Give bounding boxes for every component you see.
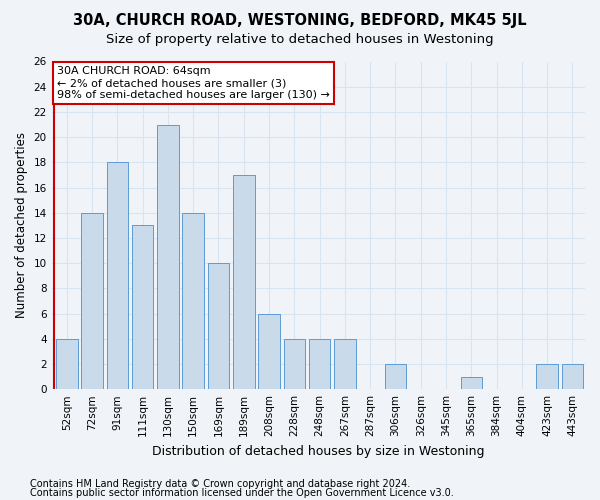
Text: 30A CHURCH ROAD: 64sqm
← 2% of detached houses are smaller (3)
98% of semi-detac: 30A CHURCH ROAD: 64sqm ← 2% of detached … [57,66,330,100]
Bar [82,212,103,389]
Bar [157,124,179,389]
Text: Size of property relative to detached houses in Westoning: Size of property relative to detached ho… [106,32,494,46]
Bar [334,339,356,389]
Bar [233,175,254,389]
Bar [56,339,77,389]
Bar [208,263,229,389]
Y-axis label: Number of detached properties: Number of detached properties [15,132,28,318]
Bar [284,339,305,389]
Text: Contains public sector information licensed under the Open Government Licence v3: Contains public sector information licen… [30,488,454,498]
Bar [309,339,331,389]
Bar [182,212,204,389]
Bar [461,376,482,389]
Text: Contains HM Land Registry data © Crown copyright and database right 2024.: Contains HM Land Registry data © Crown c… [30,479,410,489]
Bar [259,314,280,389]
X-axis label: Distribution of detached houses by size in Westoning: Distribution of detached houses by size … [152,444,485,458]
Text: 30A, CHURCH ROAD, WESTONING, BEDFORD, MK45 5JL: 30A, CHURCH ROAD, WESTONING, BEDFORD, MK… [73,12,527,28]
Bar [385,364,406,389]
Bar [132,226,154,389]
Bar [107,162,128,389]
Bar [536,364,558,389]
Bar [562,364,583,389]
